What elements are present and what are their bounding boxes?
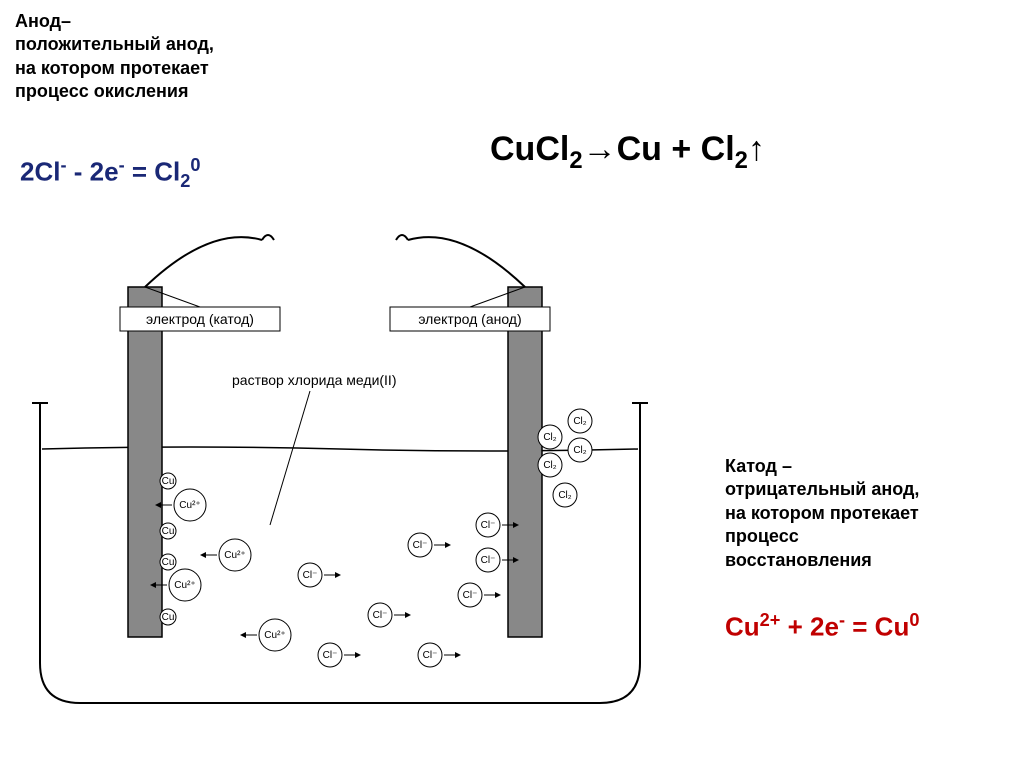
- svg-text:−: −: [262, 225, 275, 231]
- cathode-line3: процесс: [725, 526, 799, 546]
- cathode-title: Катод –: [725, 456, 792, 476]
- svg-text:Cu: Cu: [162, 476, 175, 487]
- svg-text:Cl₂: Cl₂: [573, 445, 586, 456]
- svg-text:Cl₂: Cl₂: [543, 432, 556, 443]
- svg-text:Cl⁻: Cl⁻: [323, 650, 338, 661]
- svg-text:Cl⁻: Cl⁻: [423, 650, 438, 661]
- svg-text:Cu²⁺: Cu²⁺: [174, 580, 195, 591]
- svg-text:Cl⁻: Cl⁻: [463, 590, 478, 601]
- anode-title: Анод–: [15, 11, 71, 31]
- svg-text:Cl⁻: Cl⁻: [373, 610, 388, 621]
- anode-line1: положительный анод,: [15, 34, 214, 54]
- svg-text:электрод (анод): электрод (анод): [418, 311, 521, 327]
- cathode-description: Катод – отрицательный анод, на котором п…: [725, 455, 985, 572]
- svg-text:+: +: [396, 225, 409, 231]
- svg-text:Cu: Cu: [162, 557, 175, 568]
- anode-line2: на котором протекает: [15, 58, 209, 78]
- anode-line3: процесс окисления: [15, 81, 188, 101]
- cathode-line4: восстановления: [725, 550, 872, 570]
- cathode-equation: Cu2+ + 2e- = Cu0: [725, 610, 919, 643]
- cathode-line2: на котором протекает: [725, 503, 919, 523]
- svg-text:Cl⁻: Cl⁻: [413, 540, 428, 551]
- cathode-line1: отрицательный анод,: [725, 479, 919, 499]
- svg-text:Cu²⁺: Cu²⁺: [264, 630, 285, 641]
- svg-text:Cl₂: Cl₂: [573, 416, 586, 427]
- svg-text:Cl⁻: Cl⁻: [481, 520, 496, 531]
- svg-text:Cl₂: Cl₂: [543, 460, 556, 471]
- svg-text:Cl⁻: Cl⁻: [303, 570, 318, 581]
- diagram-svg: − + электрод (катод) электрод (анод) раствор…: [10, 225, 670, 725]
- svg-text:электрод (катод): электрод (катод): [146, 311, 254, 327]
- main-equation: CuCl2→Cu + Cl2↑: [490, 130, 765, 175]
- anode-equation: 2Cl- - 2e- = Cl20: [20, 155, 201, 192]
- svg-text:Cl₂: Cl₂: [558, 490, 571, 501]
- svg-text:Cu²⁺: Cu²⁺: [179, 500, 200, 511]
- svg-text:раствор хлорида меди(II): раствор хлорида меди(II): [232, 372, 397, 388]
- svg-text:Cu: Cu: [162, 612, 175, 623]
- electrolysis-diagram: − + электрод (катод) электрод (анод) раствор…: [10, 225, 670, 725]
- anode-description: Анод– положительный анод, на котором про…: [15, 10, 245, 104]
- svg-text:Cl⁻: Cl⁻: [481, 555, 496, 566]
- svg-text:Cu: Cu: [162, 526, 175, 537]
- svg-text:Cu²⁺: Cu²⁺: [224, 550, 245, 561]
